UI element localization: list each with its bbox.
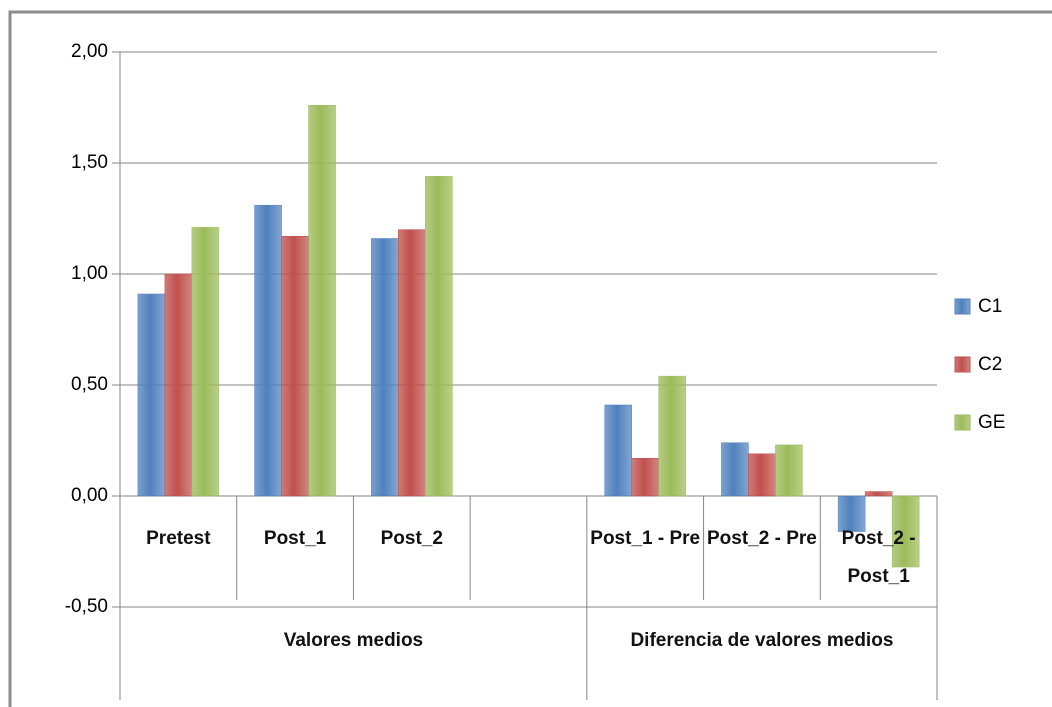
- legend-swatch: [954, 298, 971, 315]
- bar: [775, 444, 803, 497]
- bar: [604, 404, 632, 497]
- bar: [425, 176, 453, 497]
- bar: [891, 495, 920, 568]
- legend-label: GE: [978, 412, 1005, 433]
- bar: [721, 442, 749, 497]
- bar: [371, 238, 399, 497]
- x-tick-label: Post_2 - Pre: [707, 528, 817, 549]
- chart-border: [8, 10, 1052, 707]
- bar: [658, 375, 686, 497]
- x-tick-label: Post_1: [263, 528, 327, 549]
- legend-label: C1: [978, 296, 1002, 317]
- x-tick-label: Pretest: [146, 528, 211, 549]
- x-tick-label: Post_2 - Post_1: [841, 528, 916, 587]
- legend-label: C2: [978, 354, 1002, 375]
- bar: [631, 458, 659, 497]
- bar: [281, 236, 309, 497]
- legend-swatch: [954, 414, 971, 431]
- bar: [164, 273, 193, 497]
- bar: [748, 453, 776, 497]
- bar: [254, 204, 282, 497]
- group-label: Valores medios: [283, 630, 424, 651]
- y-tick-label: 0,00: [71, 485, 108, 506]
- x-tick-label: Post_1 - Pre: [590, 528, 701, 549]
- group-label: Diferencia de valores medios: [630, 630, 894, 651]
- legend-swatch: [954, 356, 971, 373]
- x-tick-label: Post_2: [380, 528, 443, 549]
- y-tick-label: 1,50: [71, 152, 108, 173]
- y-tick-label: 2,00: [71, 41, 108, 62]
- bar: [191, 227, 220, 497]
- bar: [837, 495, 866, 532]
- bar: [308, 105, 336, 497]
- y-tick-label: 0,50: [71, 374, 108, 395]
- bar: [864, 491, 893, 497]
- y-tick-label: 1,00: [71, 263, 108, 284]
- bar: [398, 229, 426, 497]
- bar: [137, 293, 166, 497]
- y-tick-label: -0,50: [65, 596, 108, 617]
